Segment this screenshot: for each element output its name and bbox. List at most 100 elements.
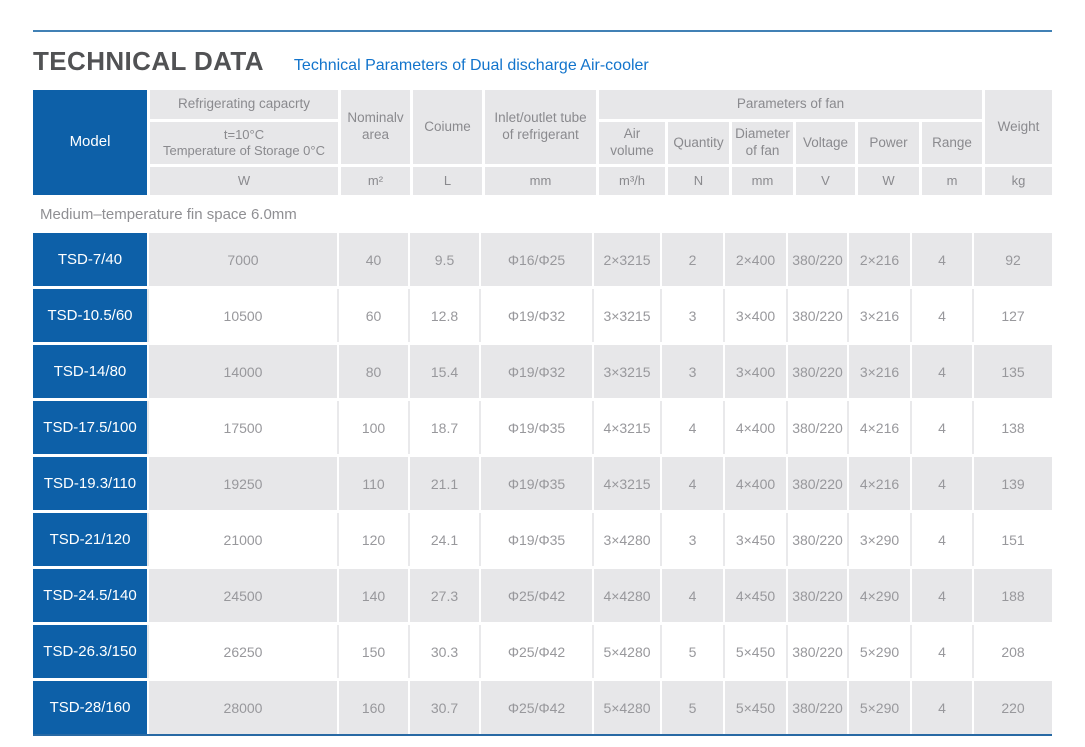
cell-capacity: 14000 — [149, 345, 337, 398]
cell-weight: 208 — [974, 625, 1052, 678]
header-coiume: Coiume — [413, 90, 482, 164]
model-cell: TSD-26.3/150 — [33, 625, 147, 678]
cell-weight: 135 — [974, 345, 1052, 398]
cell-capacity: 24500 — [149, 569, 337, 622]
model-cell: TSD-28/160 — [33, 681, 147, 734]
cell-quantity: 5 — [662, 625, 723, 678]
unit-range: m — [922, 167, 982, 195]
model-cell: TSD-7/40 — [33, 233, 147, 286]
cell-air-volume: 3×4280 — [594, 513, 660, 566]
cell-coiume: 24.1 — [410, 513, 479, 566]
header-inlet-outlet-tube: Inlet/outlet tube of refrigerant — [485, 90, 596, 164]
header-quantity: Quantity — [668, 122, 729, 164]
cell-fan-diameter: 3×450 — [725, 513, 786, 566]
cell-tube: Φ16/Φ25 — [481, 233, 592, 286]
page-subtitle: Technical Parameters of Dual discharge A… — [293, 57, 649, 74]
cell-area: 160 — [339, 681, 408, 734]
cell-capacity: 26250 — [149, 625, 337, 678]
page: TECHNICAL DATA Technical Parameters of D… — [33, 30, 1052, 736]
unit-air-volume: m³/h — [599, 167, 665, 195]
header-parameters-of-fan: Parameters of fan — [599, 90, 982, 119]
cell-range: 4 — [912, 457, 972, 510]
header-refrigerating-condition: t=10°C Temperature of Storage 0°C — [150, 122, 338, 164]
table-row: TSD-24.5/140 24500 140 27.3 Φ25/Φ42 4×4280 4 4×… — [33, 569, 1052, 622]
cell-weight: 127 — [974, 289, 1052, 342]
cell-range: 4 — [912, 289, 972, 342]
cell-weight: 138 — [974, 401, 1052, 454]
refrigerating-condition-line1: t=10°C — [223, 126, 265, 142]
cell-quantity: 3 — [662, 345, 723, 398]
cell-tube: Φ19/Φ35 — [481, 457, 592, 510]
cell-fan-diameter: 2×400 — [725, 233, 786, 286]
cell-area: 100 — [339, 401, 408, 454]
cell-fan-diameter: 4×400 — [725, 457, 786, 510]
cell-power: 5×290 — [849, 625, 910, 678]
unit-voltage: V — [796, 167, 855, 195]
cell-tube: Φ19/Φ32 — [481, 345, 592, 398]
cell-fan-diameter: 3×400 — [725, 345, 786, 398]
top-divider — [33, 30, 1052, 32]
cell-range: 4 — [912, 681, 972, 734]
cell-area: 60 — [339, 289, 408, 342]
header-air-volume: Air volume — [599, 122, 665, 164]
cell-quantity: 2 — [662, 233, 723, 286]
cell-weight: 151 — [974, 513, 1052, 566]
cell-power: 2×216 — [849, 233, 910, 286]
cell-power: 3×216 — [849, 345, 910, 398]
cell-capacity: 17500 — [149, 401, 337, 454]
cell-range: 4 — [912, 625, 972, 678]
cell-coiume: 27.3 — [410, 569, 479, 622]
page-title: TECHNICAL DATA — [33, 46, 264, 76]
header-voltage: Voltage — [796, 122, 855, 164]
unit-area: m² — [341, 167, 410, 195]
cell-tube: Φ19/Φ35 — [481, 401, 592, 454]
table-row: TSD-28/160 28000 160 30.7 Φ25/Φ42 5×4280 5 5×45… — [33, 681, 1052, 734]
model-cell: TSD-10.5/60 — [33, 289, 147, 342]
table-row: TSD-21/120 21000 120 24.1 Φ19/Φ35 3×4280 3 3×45… — [33, 513, 1052, 566]
cell-power: 5×290 — [849, 681, 910, 734]
cell-capacity: 7000 — [149, 233, 337, 286]
unit-tube: mm — [485, 167, 596, 195]
header-nominal-area: Nominalv area — [341, 90, 410, 164]
table-row: TSD-14/80 14000 80 15.4 Φ19/Φ32 3×3215 3 3×400 3… — [33, 345, 1052, 398]
cell-area: 140 — [339, 569, 408, 622]
cell-range: 4 — [912, 345, 972, 398]
cell-fan-diameter: 4×450 — [725, 569, 786, 622]
cell-power: 4×216 — [849, 457, 910, 510]
cell-voltage: 380/220 — [788, 625, 847, 678]
header-power: Power — [858, 122, 919, 164]
cell-tube: Φ25/Φ42 — [481, 569, 592, 622]
cell-power: 4×290 — [849, 569, 910, 622]
cell-tube: Φ25/Φ42 — [481, 625, 592, 678]
model-cell: TSD-17.5/100 — [33, 401, 147, 454]
cell-quantity: 3 — [662, 513, 723, 566]
cell-voltage: 380/220 — [788, 233, 847, 286]
cell-range: 4 — [912, 513, 972, 566]
cell-capacity: 21000 — [149, 513, 337, 566]
unit-capacity: W — [150, 167, 338, 195]
cell-coiume: 15.4 — [410, 345, 479, 398]
cell-tube: Φ19/Φ35 — [481, 513, 592, 566]
cell-area: 150 — [339, 625, 408, 678]
cell-quantity: 5 — [662, 681, 723, 734]
cell-air-volume: 4×4280 — [594, 569, 660, 622]
header-model: Model — [33, 90, 147, 195]
header-refrigerating-capacity: Refrigerating capacrty — [150, 90, 338, 119]
refrigerating-condition-line2: Temperature of Storage 0°C — [162, 143, 325, 158]
cell-area: 40 — [339, 233, 408, 286]
cell-range: 4 — [912, 401, 972, 454]
cell-quantity: 4 — [662, 457, 723, 510]
cell-quantity: 4 — [662, 401, 723, 454]
cell-coiume: 21.1 — [410, 457, 479, 510]
cell-coiume: 18.7 — [410, 401, 479, 454]
header-weight: Weight — [985, 90, 1052, 164]
cell-capacity: 28000 — [149, 681, 337, 734]
cell-tube: Φ25/Φ42 — [481, 681, 592, 734]
cell-coiume: 9.5 — [410, 233, 479, 286]
table-row: TSD-17.5/100 17500 100 18.7 Φ19/Φ35 4×3215 4 4×… — [33, 401, 1052, 454]
cell-air-volume: 4×3215 — [594, 457, 660, 510]
cell-coiume: 30.7 — [410, 681, 479, 734]
cell-air-volume: 4×3215 — [594, 401, 660, 454]
header-range: Range — [922, 122, 982, 164]
unit-fan-diameter: mm — [732, 167, 793, 195]
